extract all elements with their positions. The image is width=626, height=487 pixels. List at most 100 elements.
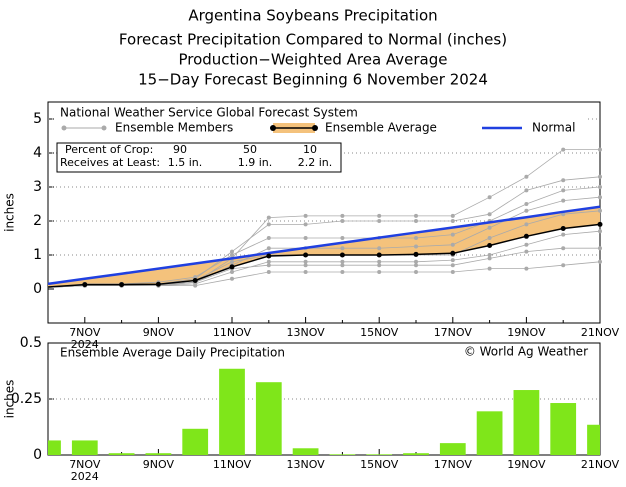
bar	[513, 390, 540, 455]
member-dot	[414, 270, 418, 274]
member-dot	[266, 259, 271, 264]
member-dot	[561, 263, 566, 268]
member-dot	[303, 270, 308, 274]
member-dot	[598, 208, 602, 213]
legend-header: National Weather Service Global Forecast…	[60, 106, 358, 120]
member-dot	[561, 188, 566, 193]
bar	[48, 440, 61, 455]
member-dot	[487, 225, 492, 230]
avg-dot	[523, 233, 529, 239]
crop-table-cell: 2.2 in.	[298, 156, 333, 169]
y-tick-label: 5	[33, 111, 42, 127]
bar	[476, 411, 503, 455]
y-tick-label: 0	[33, 447, 42, 463]
member-dot	[524, 242, 529, 247]
member-dot	[377, 246, 382, 251]
member-dot	[450, 270, 455, 274]
series-line	[47, 205, 601, 286]
x-tick-label: 13NOV	[286, 458, 325, 471]
avg-dot	[376, 252, 382, 258]
x-tick-label: 9NOV	[143, 326, 175, 339]
x-tick-label: 7NOV	[69, 326, 101, 339]
y-tick-label: 2	[33, 213, 42, 229]
bar	[587, 424, 600, 455]
member-dot	[561, 246, 566, 251]
x-tick-label: 19NOV	[507, 326, 546, 339]
y-tick-label: 0.25	[11, 391, 42, 407]
bar	[366, 454, 393, 455]
avg-dot	[119, 282, 125, 288]
member-dot	[598, 147, 602, 152]
avg-dot	[155, 281, 161, 287]
member-dot	[266, 270, 271, 274]
member-dot	[450, 213, 455, 218]
legend-label: Ensemble Members	[115, 121, 233, 135]
member-dot	[266, 236, 271, 240]
x-tick-label: 17NOV	[434, 326, 473, 339]
avg-dot	[597, 221, 603, 227]
avg-dot	[82, 282, 88, 288]
legend-label: Ensemble Average	[325, 121, 437, 135]
bar	[145, 453, 172, 455]
credit: © World Ag Weather	[464, 345, 588, 359]
crop-table	[56, 142, 342, 173]
member-dot	[266, 246, 271, 251]
y-tick-label: 4	[33, 145, 42, 161]
y-tick-label: 0	[33, 281, 42, 297]
member-dot	[340, 259, 345, 264]
member-dot	[598, 185, 602, 189]
member-dot	[561, 232, 566, 237]
x-tick-label: 17NOV	[434, 458, 473, 471]
member-dot	[340, 213, 345, 218]
member-dot	[414, 236, 418, 240]
member-dot	[414, 259, 418, 264]
member-dot	[524, 174, 529, 179]
y-tick-label: 1	[33, 247, 42, 263]
title: Production−Weighted Area Average	[178, 51, 447, 69]
member-dot	[598, 174, 602, 179]
member-dot	[340, 263, 345, 268]
legend-swatch	[101, 125, 107, 131]
avg-dot	[192, 278, 198, 283]
member-dot	[377, 219, 382, 223]
title: 15−Day Forecast Beginning 6 November 202…	[138, 71, 488, 89]
member-dot	[561, 198, 566, 203]
member-dot	[266, 263, 271, 268]
member-dot	[450, 258, 455, 263]
member-dot	[414, 263, 418, 268]
x-tick-label: 15NOV	[360, 326, 399, 339]
x-tick-label: 11NOV	[213, 458, 252, 471]
avg-dot	[339, 252, 345, 258]
avg-dot	[303, 252, 309, 258]
member-dot	[598, 195, 602, 200]
x-tick-label: 21NOV	[581, 326, 620, 339]
member-dot	[230, 259, 234, 264]
legend-swatch	[61, 125, 67, 131]
x-tick-label: 15NOV	[360, 458, 399, 471]
member-dot	[377, 270, 382, 274]
crop-table-cell: Receives at Least:	[60, 156, 160, 169]
legend-swatch	[312, 125, 318, 131]
member-dot	[340, 219, 345, 223]
member-dot	[487, 212, 492, 217]
member-dot	[598, 246, 602, 251]
member-dot	[303, 263, 308, 268]
x-tick-label: 21NOV	[581, 458, 620, 471]
title: Forecast Precipitation Compared to Norma…	[119, 31, 507, 49]
member-dot	[303, 213, 308, 218]
member-dot	[377, 213, 382, 218]
member-dot	[377, 263, 382, 268]
member-dot	[524, 266, 529, 271]
crop-table-cell: 90	[173, 143, 187, 156]
avg-dot	[450, 250, 456, 256]
legend-label: Normal	[532, 121, 575, 135]
member-dot	[487, 236, 492, 240]
member-dot	[414, 219, 418, 223]
member-dot	[303, 222, 308, 227]
y-tick-label: 0.5	[20, 335, 42, 351]
member-dot	[598, 259, 602, 264]
member-dot	[193, 275, 198, 280]
member-dot	[450, 232, 455, 237]
x-tick-label: 19NOV	[507, 458, 546, 471]
